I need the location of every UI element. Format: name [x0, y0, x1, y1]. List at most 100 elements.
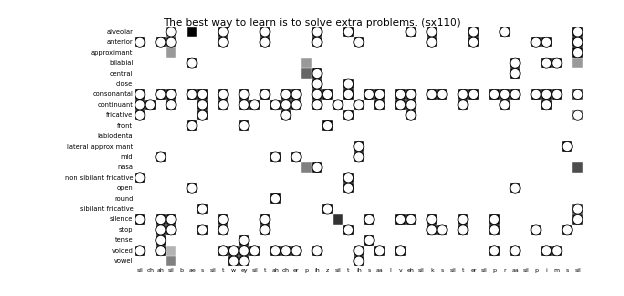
Circle shape	[542, 58, 551, 68]
Circle shape	[167, 27, 176, 36]
Bar	[354, 141, 364, 152]
Bar	[343, 110, 354, 120]
Circle shape	[136, 91, 144, 98]
Circle shape	[261, 215, 269, 223]
Bar	[291, 152, 301, 162]
Circle shape	[365, 91, 373, 98]
Circle shape	[219, 28, 227, 36]
Circle shape	[229, 257, 238, 266]
Circle shape	[167, 215, 175, 223]
Circle shape	[187, 184, 197, 193]
Circle shape	[563, 225, 572, 235]
Bar	[395, 89, 406, 100]
Bar	[301, 58, 312, 68]
Circle shape	[510, 184, 520, 193]
Circle shape	[281, 100, 291, 110]
Circle shape	[167, 225, 176, 235]
Bar	[406, 27, 416, 37]
Circle shape	[542, 38, 551, 47]
Bar	[155, 89, 166, 100]
Circle shape	[188, 59, 196, 67]
Circle shape	[240, 246, 249, 255]
Bar	[155, 246, 166, 256]
Circle shape	[344, 225, 353, 235]
Bar	[458, 225, 468, 235]
Bar	[468, 37, 479, 47]
Circle shape	[135, 111, 145, 120]
Circle shape	[490, 91, 499, 98]
Bar	[250, 246, 260, 256]
Circle shape	[510, 69, 520, 78]
Circle shape	[218, 246, 228, 255]
Bar	[197, 204, 208, 214]
Bar	[166, 89, 177, 100]
Circle shape	[240, 247, 248, 255]
Circle shape	[167, 215, 176, 224]
Circle shape	[344, 173, 353, 182]
Circle shape	[167, 90, 176, 99]
Bar	[468, 89, 479, 100]
Circle shape	[490, 215, 499, 224]
Circle shape	[157, 247, 165, 255]
Bar	[395, 100, 406, 110]
Circle shape	[427, 225, 436, 235]
Circle shape	[219, 38, 227, 46]
Bar	[458, 214, 468, 225]
Circle shape	[344, 27, 353, 36]
Circle shape	[187, 121, 197, 130]
Circle shape	[469, 90, 478, 99]
Bar	[135, 173, 145, 183]
Circle shape	[251, 247, 258, 255]
Circle shape	[552, 58, 562, 68]
Circle shape	[198, 205, 207, 213]
Circle shape	[344, 174, 353, 182]
Circle shape	[157, 215, 165, 223]
Bar	[552, 58, 562, 68]
Bar	[281, 110, 291, 120]
Bar	[166, 225, 177, 235]
Bar	[197, 225, 208, 235]
Circle shape	[563, 226, 571, 234]
Bar	[343, 225, 354, 235]
Circle shape	[407, 28, 415, 36]
Text: The best way to learn is to solve extra problems. (sx110): The best way to learn is to solve extra …	[163, 18, 461, 28]
Bar	[260, 37, 270, 47]
Bar	[531, 89, 541, 100]
Bar	[155, 225, 166, 235]
Circle shape	[542, 59, 550, 67]
Circle shape	[364, 90, 374, 99]
Circle shape	[313, 38, 321, 46]
Circle shape	[156, 236, 165, 245]
Circle shape	[135, 173, 145, 182]
Circle shape	[198, 226, 207, 234]
Bar	[260, 225, 270, 235]
Circle shape	[240, 257, 248, 265]
Bar	[572, 47, 583, 58]
Circle shape	[198, 101, 207, 109]
Circle shape	[407, 215, 415, 223]
Circle shape	[532, 38, 540, 46]
Circle shape	[260, 38, 270, 47]
Circle shape	[355, 247, 363, 255]
Circle shape	[281, 90, 291, 99]
Bar	[458, 100, 468, 110]
Bar	[270, 193, 281, 204]
Bar	[291, 89, 301, 100]
Bar	[197, 89, 208, 100]
Circle shape	[240, 100, 249, 110]
Circle shape	[364, 215, 374, 224]
Circle shape	[406, 215, 416, 224]
Circle shape	[459, 101, 467, 109]
Circle shape	[511, 184, 519, 192]
Bar	[312, 37, 323, 47]
Bar	[155, 37, 166, 47]
Circle shape	[510, 246, 520, 255]
Circle shape	[167, 91, 175, 98]
Bar	[187, 58, 197, 68]
Circle shape	[167, 101, 175, 109]
Circle shape	[438, 226, 446, 234]
Bar	[406, 100, 416, 110]
Circle shape	[240, 121, 249, 130]
Circle shape	[542, 38, 550, 46]
Circle shape	[573, 215, 582, 223]
